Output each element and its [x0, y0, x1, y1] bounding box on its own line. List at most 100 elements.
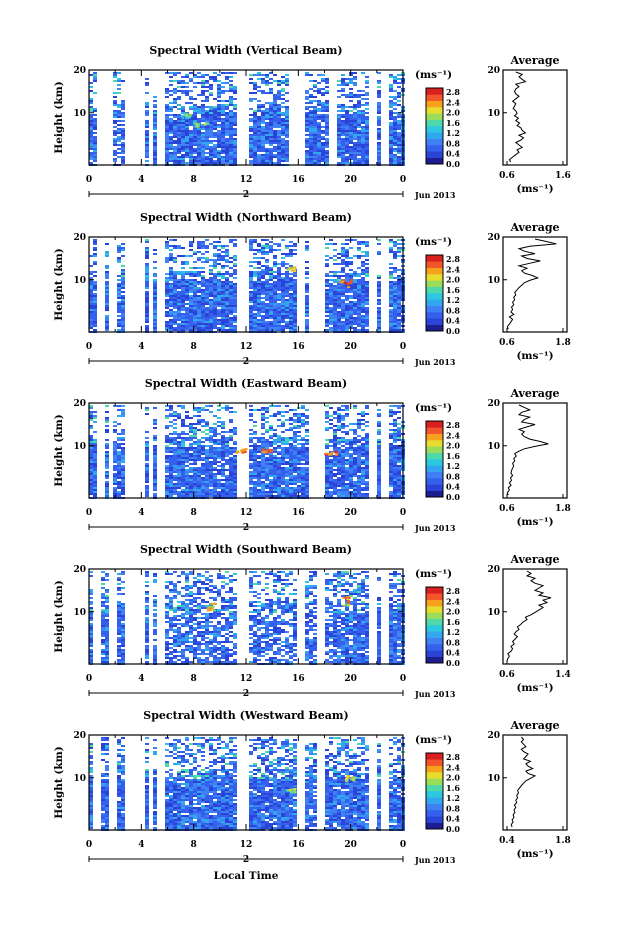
heatmap-cell: [165, 487, 169, 489]
heatmap-cell: [197, 445, 201, 447]
heatmap-cell: [341, 90, 345, 92]
heatmap-cell: [261, 311, 265, 313]
heatmap-cell: [361, 307, 365, 309]
heatmap-cell: [253, 493, 257, 495]
heatmap-cell: [93, 140, 97, 142]
heatmap-cell: [221, 491, 225, 493]
heatmap-cell: [221, 457, 225, 459]
heatmap-cell: [177, 90, 181, 92]
heatmap-cell: [325, 102, 329, 104]
heatmap-cell: [221, 483, 225, 485]
heatmap-cell: [285, 74, 289, 76]
heatmap-cell: [221, 289, 225, 291]
heatmap-cell: [345, 295, 349, 297]
heatmap-cell: [233, 285, 237, 287]
heatmap-cell: [225, 481, 229, 483]
heatmap-cell: [393, 78, 397, 80]
heatmap-cell: [309, 162, 313, 164]
heatmap-cell: [93, 289, 97, 291]
heatmap-cell: [165, 160, 169, 162]
heatmap-cell: [273, 132, 277, 134]
heatmap-cell: [121, 106, 125, 108]
heatmap-cell: [201, 158, 205, 160]
heatmap-cell: [201, 319, 205, 321]
heatmap-cell: [181, 441, 185, 443]
heatmap-cell: [117, 325, 121, 327]
heatmap-cell: [273, 295, 277, 297]
heatmap-cell: [393, 277, 397, 279]
heatmap-cell: [305, 329, 309, 331]
heatmap-cell: [377, 315, 381, 317]
heatmap-cell: [205, 247, 209, 249]
heatmap-cell: [265, 473, 269, 475]
heatmap-cell: [185, 76, 189, 78]
heatmap-cell: [357, 309, 361, 311]
heatmap-cell: [273, 243, 277, 245]
heatmap-cell: [225, 459, 229, 461]
heatmap-cell: [197, 481, 201, 483]
heatmap-cell: [177, 329, 181, 331]
heatmap-cell: [361, 138, 365, 140]
heatmap-cell: [209, 118, 213, 120]
heatmap-cell: [225, 463, 229, 465]
heatmap-cell: [253, 325, 257, 327]
profile-x-label: (ms⁻¹): [516, 183, 553, 195]
heatmap-cell: [89, 417, 93, 419]
heatmap-cell: [333, 293, 337, 295]
heatmap-cell: [309, 154, 313, 156]
heatmap-cell: [353, 162, 357, 164]
heatmap-cell: [221, 303, 225, 305]
heatmap-cell: [389, 293, 393, 295]
heatmap-cell: [309, 156, 313, 158]
heatmap-cell: [285, 285, 289, 287]
heatmap-cell: [181, 457, 185, 459]
heatmap-cell: [337, 287, 341, 289]
heatmap-cell: [257, 138, 261, 140]
heatmap-cell: [173, 437, 177, 439]
heatmap-cell: [165, 273, 169, 275]
heatmap-cell: [117, 483, 121, 485]
heatmap-cell: [197, 473, 201, 475]
heatmap-cell: [153, 323, 157, 325]
heatmap-cell: [169, 295, 173, 297]
heatmap-cell: [225, 271, 229, 273]
heatmap-cell: [177, 86, 181, 88]
heatmap-cell: [341, 142, 345, 144]
heatmap-cell: [117, 433, 121, 435]
heatmap-cell: [205, 110, 209, 112]
colorbar-tick-label: 1.2: [446, 295, 460, 305]
heatmap-cell: [397, 291, 401, 293]
heatmap-cell: [181, 263, 185, 265]
heatmap-cell: [281, 152, 285, 154]
heatmap-cell: [173, 307, 177, 309]
heatmap-cell: [289, 319, 293, 321]
heatmap-cell: [273, 102, 277, 104]
heatmap-cell: [393, 140, 397, 142]
heatmap-cell: [89, 457, 93, 459]
heatmap-cell: [269, 78, 273, 80]
heatmap-cell: [221, 104, 225, 106]
heatmap-cell: [253, 249, 257, 251]
colorbar-swatch: [426, 157, 443, 165]
heatmap-cell: [189, 291, 193, 293]
heatmap-cell: [217, 255, 221, 257]
heatmap-cell: [389, 305, 393, 307]
heatmap-cell: [293, 301, 297, 303]
heatmap-cell: [321, 74, 325, 76]
heatmap-cell: [185, 102, 189, 104]
heatmap-cell: [197, 241, 201, 243]
heatmap-cell: [393, 118, 397, 120]
heatmap-cell: [349, 301, 353, 303]
heatmap-cell: [261, 303, 265, 305]
heatmap-cell: [229, 453, 233, 455]
heatmap-cell: [117, 112, 121, 114]
heatmap-cell: [205, 245, 209, 247]
heatmap-cell: [253, 457, 257, 459]
heatmap-cell: [265, 269, 269, 271]
heatmap-cell: [321, 110, 325, 112]
heatmap-cell: [113, 110, 117, 112]
heatmap-cell: [213, 80, 217, 82]
heatmap-cell: [221, 319, 225, 321]
heatmap-cell: [197, 94, 201, 96]
heatmap-cell: [193, 449, 197, 451]
